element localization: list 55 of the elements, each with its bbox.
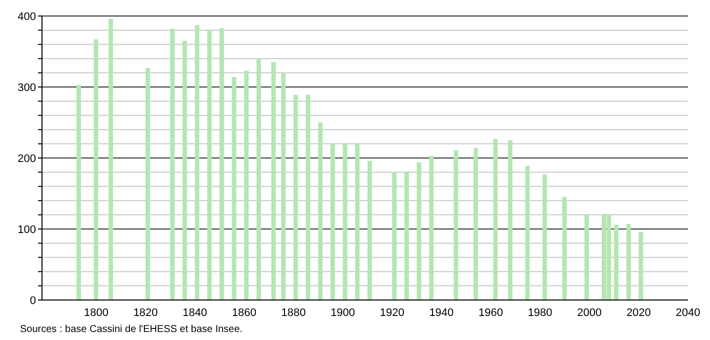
bar xyxy=(207,30,212,300)
bar xyxy=(170,28,175,300)
x-tick-label: 1800 xyxy=(84,306,108,319)
bar xyxy=(108,18,114,300)
bar xyxy=(584,214,589,300)
x-tick-label: 2000 xyxy=(577,306,602,319)
bar xyxy=(330,144,335,300)
bar xyxy=(614,224,618,300)
bar xyxy=(318,122,323,300)
bar xyxy=(542,174,547,300)
x-tick-label: 1980 xyxy=(528,306,552,319)
x-tick-label: 1940 xyxy=(429,306,454,319)
y-tick-label: 0 xyxy=(30,294,36,307)
bar xyxy=(194,25,200,300)
bar xyxy=(508,140,512,300)
bar xyxy=(293,94,298,300)
bar xyxy=(146,68,150,300)
bar xyxy=(355,143,360,300)
y-tick-label: 400 xyxy=(18,10,36,23)
bar xyxy=(271,62,276,300)
y-tick-label: 300 xyxy=(18,82,36,94)
bar xyxy=(76,84,81,300)
bar xyxy=(244,70,249,300)
bar xyxy=(416,162,422,300)
bar xyxy=(256,59,261,300)
bar xyxy=(562,197,567,300)
bar xyxy=(392,172,397,300)
x-tick-label: 1840 xyxy=(182,306,208,319)
y-tick-label: 100 xyxy=(18,224,36,236)
bar xyxy=(232,77,236,300)
y-tick-label: 200 xyxy=(18,152,36,165)
bar xyxy=(638,232,644,300)
source-note: Sources : base Cassini de l'EHESS et base Insee. xyxy=(20,324,244,335)
bar xyxy=(306,94,310,300)
x-tick-label: 2020 xyxy=(626,306,651,319)
x-tick-label: 1920 xyxy=(380,306,404,319)
bar xyxy=(182,40,187,300)
bar xyxy=(473,148,478,300)
bar xyxy=(493,138,498,300)
bar xyxy=(454,150,458,300)
x-tick-label: 1880 xyxy=(281,306,306,319)
x-tick-label: 1960 xyxy=(478,306,503,319)
bar xyxy=(220,28,224,300)
x-tick-label: 1900 xyxy=(330,306,356,319)
bar xyxy=(342,143,348,300)
x-tick-label: 2040 xyxy=(676,306,700,319)
x-tick-label: 1860 xyxy=(232,306,256,319)
bar xyxy=(525,166,530,300)
bar xyxy=(94,39,98,300)
bar xyxy=(626,224,631,300)
bar xyxy=(429,156,434,300)
bar xyxy=(281,74,286,300)
bar xyxy=(367,160,372,300)
x-tick-label: 1820 xyxy=(133,306,158,319)
bar xyxy=(404,171,409,300)
